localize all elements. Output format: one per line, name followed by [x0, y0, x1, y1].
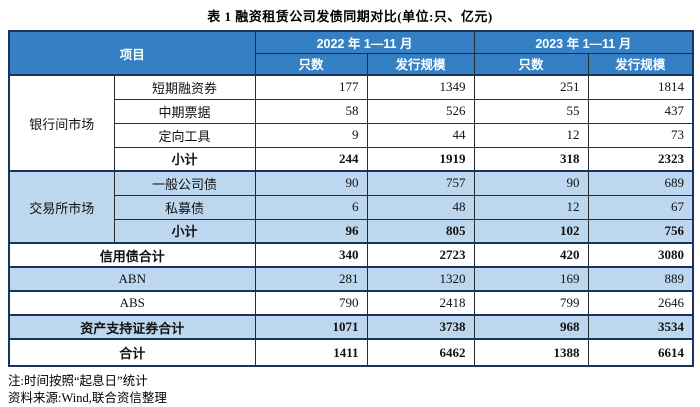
- header-row-periods: 项目 2022 年 1—11 月 2023 年 1—11 月: [8, 30, 694, 76]
- value-cell: 689: [587, 170, 694, 196]
- value-cell: 55: [473, 98, 589, 124]
- value-cell: 805: [366, 218, 475, 244]
- value-cell: 968: [473, 314, 589, 340]
- row-label: 资产支持证券合计: [8, 314, 256, 340]
- value-cell: 169: [473, 266, 589, 292]
- value-cell: 1388: [473, 338, 589, 367]
- value-cell: 6462: [366, 338, 475, 367]
- value-cell: 90: [254, 170, 368, 196]
- value-cell: 2723: [366, 242, 475, 268]
- value-cell: 281: [254, 266, 368, 292]
- value-cell: 73: [587, 122, 694, 148]
- header-period-2023: 2023 年 1—11 月: [473, 30, 694, 54]
- value-cell: 340: [254, 242, 368, 268]
- row-label: ABN: [8, 266, 256, 292]
- value-cell: 3080: [587, 242, 694, 268]
- row-label: 短期融资券: [113, 74, 256, 100]
- value-cell: 889: [587, 266, 694, 292]
- value-cell: 1919: [366, 146, 475, 172]
- value-cell: 67: [587, 194, 694, 220]
- table-row-subtotal: 小计 244 1919 318 2323: [9, 146, 694, 172]
- group-cell-exchange: 交易所市场: [8, 170, 115, 244]
- table-row: 定向工具 9 44 12 73: [9, 122, 694, 148]
- header-scale-2022: 发行规模: [366, 52, 475, 76]
- value-cell: 9: [254, 122, 368, 148]
- value-cell: 177: [254, 74, 368, 100]
- row-label: 小计: [113, 146, 256, 172]
- row-label: 定向工具: [113, 122, 256, 148]
- value-cell: 96: [254, 218, 368, 244]
- value-cell: 526: [366, 98, 475, 124]
- header-count-2023: 只数: [473, 52, 589, 76]
- value-cell: 48: [366, 194, 475, 220]
- value-cell: 1814: [587, 74, 694, 100]
- row-label: 私募债: [113, 194, 256, 220]
- value-cell: 44: [366, 122, 475, 148]
- value-cell: 1071: [254, 314, 368, 340]
- value-cell: 3534: [587, 314, 694, 340]
- header-scale-2023: 发行规模: [587, 52, 694, 76]
- value-cell: 244: [254, 146, 368, 172]
- value-cell: 2646: [587, 290, 694, 316]
- table-row-abn: ABN 281 1320 169 889: [8, 266, 694, 292]
- value-cell: 1411: [254, 338, 368, 367]
- value-cell: 58: [254, 98, 368, 124]
- header-row-subcolumns: 只数 发行规模 只数 发行规模: [9, 52, 694, 76]
- value-cell: 3738: [366, 314, 475, 340]
- group-cell-interbank: 银行间市场: [8, 74, 115, 172]
- row-label: ABS: [8, 290, 256, 316]
- value-cell: 756: [587, 218, 694, 244]
- value-cell: 799: [473, 290, 589, 316]
- table-row-grand-total: 合计 1411 6462 1388 6614: [8, 338, 694, 367]
- header-count-2022: 只数: [254, 52, 368, 76]
- row-label: 信用债合计: [8, 242, 256, 268]
- table-row-credit-total: 信用债合计 340 2723 420 3080: [8, 242, 694, 268]
- value-cell: 420: [473, 242, 589, 268]
- row-label: 中期票据: [113, 98, 256, 124]
- value-cell: 6: [254, 194, 368, 220]
- table-header: 项目 2022 年 1—11 月 2023 年 1—11 月 只数 发行规模 只…: [8, 30, 694, 76]
- footnote-statistics-basis: 注:时间按照“起息日”统计: [8, 374, 148, 388]
- value-cell: 12: [473, 122, 589, 148]
- value-cell: 437: [587, 98, 694, 124]
- value-cell: 102: [473, 218, 589, 244]
- header-period-2022: 2022 年 1—11 月: [254, 30, 475, 54]
- table-row: 中期票据 58 526 55 437: [9, 98, 694, 124]
- table-row-abs-total: 资产支持证券合计 1071 3738 968 3534: [8, 314, 694, 340]
- header-corner-cell: 项目: [8, 30, 256, 76]
- value-cell: 2418: [366, 290, 475, 316]
- value-cell: 757: [366, 170, 475, 196]
- bond-comparison-table: 项目 2022 年 1—11 月 2023 年 1—11 月 只数 发行规模 只…: [8, 30, 695, 367]
- value-cell: 6614: [587, 338, 694, 367]
- value-cell: 251: [473, 74, 589, 100]
- table-row: 交易所市场 一般公司债 90 757 90 689: [8, 170, 694, 244]
- row-label: 一般公司债: [113, 170, 256, 196]
- row-label: 小计: [113, 218, 256, 244]
- value-cell: 12: [473, 194, 589, 220]
- value-cell: 1349: [366, 74, 475, 100]
- value-cell: 90: [473, 170, 589, 196]
- row-label: 合计: [8, 338, 256, 367]
- table-title: 表 1 融资租赁公司发债同期对比(单位:只、亿元): [207, 9, 493, 24]
- table-row-abs: ABS 790 2418 799 2646: [8, 290, 694, 316]
- footnote-data-source: 资料来源:Wind,联合资信整理: [8, 391, 167, 405]
- table-row: 银行间市场 短期融资券 177 1349 251 1814: [8, 74, 694, 172]
- table-footnotes: 注:时间按照“起息日”统计 资料来源:Wind,联合资信整理: [8, 373, 700, 407]
- value-cell: 318: [473, 146, 589, 172]
- value-cell: 2323: [587, 146, 694, 172]
- value-cell: 1320: [366, 266, 475, 292]
- value-cell: 790: [254, 290, 368, 316]
